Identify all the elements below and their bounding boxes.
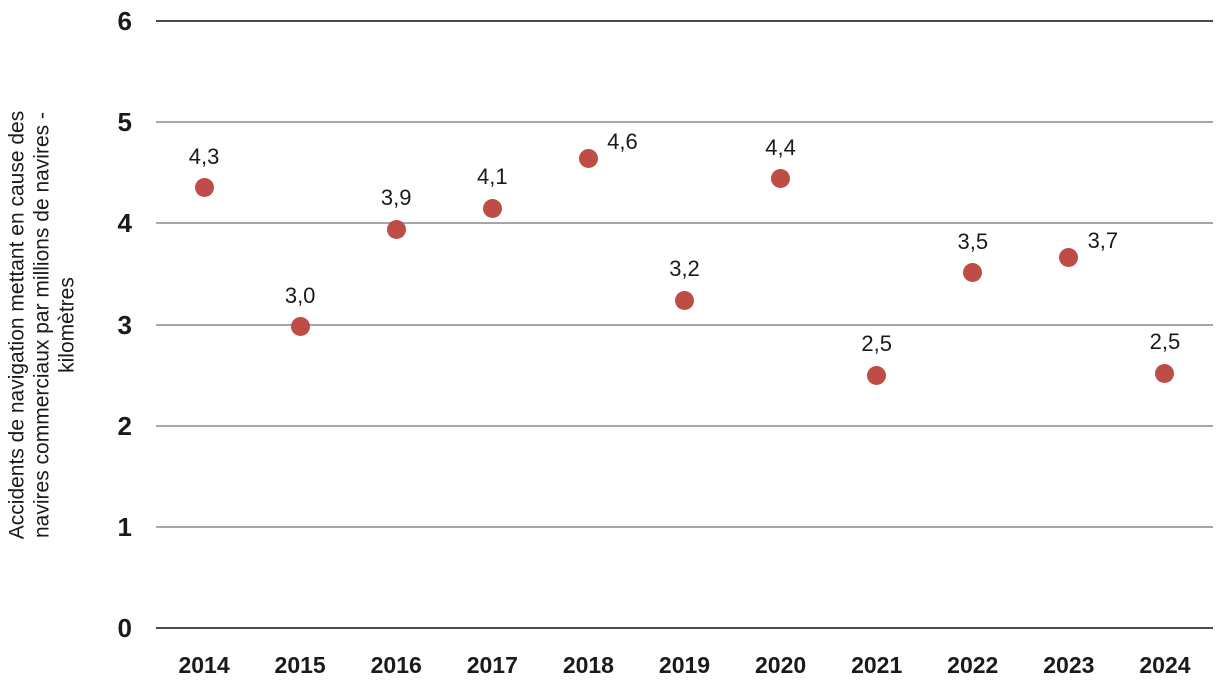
data-point (1155, 363, 1175, 383)
x-tick-label: 2014 (178, 652, 230, 678)
x-tick-label: 2015 (274, 652, 326, 678)
y-axis-title-text: Accidents de navigation mettant en cause… (5, 5, 80, 645)
data-label: 4,3 (188, 143, 220, 169)
y-tick-label: 2 (117, 410, 132, 441)
data-label: 4,6 (607, 128, 638, 154)
grid-line (156, 424, 1213, 427)
y-axis-title-line: navires commerciaux par millions de navi… (30, 111, 54, 538)
data-label: 3,7 (1087, 227, 1119, 253)
data-label: 3,5 (957, 228, 989, 254)
data-label: 4,1 (477, 164, 508, 190)
data-point (578, 149, 598, 169)
data-label: 2,5 (1149, 329, 1181, 355)
y-axis-title-line: Accidents de navigation mettant en cause… (5, 110, 29, 539)
axis-line (156, 20, 1213, 22)
x-tick-label: 2018 (562, 652, 614, 678)
data-point (290, 317, 310, 337)
x-tick-label: 2022 (947, 652, 999, 678)
grid-line (156, 323, 1213, 326)
x-tick-label: 2023 (1043, 652, 1095, 678)
data-label: 3,9 (380, 185, 412, 211)
data-point (1059, 248, 1079, 268)
y-tick-label: 5 (117, 107, 132, 138)
data-point (194, 178, 214, 198)
y-axis-title: Accidents de navigation mettant en cause… (2, 21, 82, 628)
x-tick-label: 2024 (1139, 652, 1191, 678)
y-axis-title-line: kilomètres (55, 276, 79, 373)
x-tick-label: 2016 (370, 652, 422, 678)
data-point (771, 169, 791, 189)
grid-line (156, 222, 1213, 225)
data-point (482, 198, 502, 218)
x-tick-label: 2021 (851, 652, 903, 678)
x-tick-label: 2019 (658, 652, 711, 678)
data-label: 4,4 (765, 134, 796, 160)
y-tick-label: 4 (117, 208, 132, 239)
y-tick-label: 3 (117, 309, 132, 340)
x-tick-label: 2017 (466, 652, 518, 678)
plot-area: 4,3 3,0 3,9 4,1 4,6 3,2 4,4 2,5 3,5 3,7 2,5 (156, 20, 1213, 629)
y-tick-label: 1 (117, 511, 132, 542)
data-point (386, 219, 406, 239)
x-tick-label: 2020 (754, 652, 807, 678)
data-label: 3,2 (669, 256, 700, 282)
data-label: 2,5 (861, 331, 892, 357)
data-point (675, 290, 694, 310)
data-point (963, 263, 983, 283)
data-point (867, 365, 887, 385)
y-tick-label: 6 (117, 6, 132, 36)
y-tick-label: 0 (117, 613, 132, 643)
axis-line (156, 627, 1213, 629)
data-label: 3,0 (284, 282, 316, 308)
grid-line (156, 121, 1213, 124)
grid-line (156, 525, 1213, 528)
